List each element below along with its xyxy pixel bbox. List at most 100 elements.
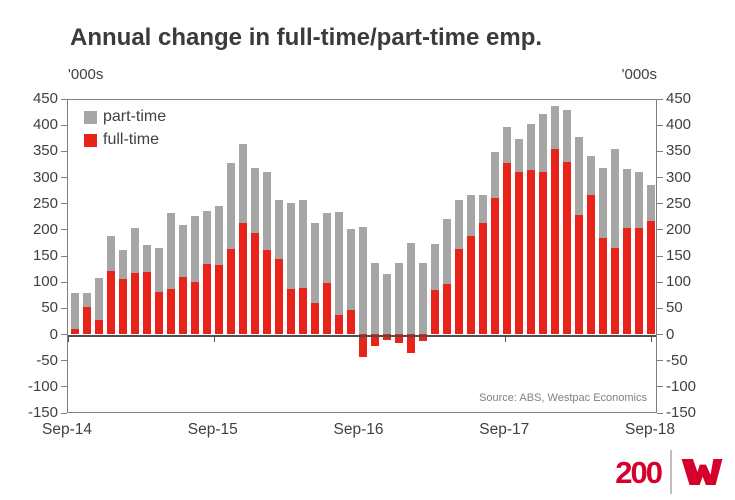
full-time-bar-segment xyxy=(623,228,631,334)
y-axis-label-left: 300 xyxy=(32,168,58,186)
y-axis-label-right: 100 xyxy=(666,273,692,291)
part-time-bar-segment xyxy=(467,194,475,236)
part-time-bar-segment xyxy=(563,110,571,163)
part-time-bar-segment xyxy=(491,152,499,198)
y-axis-label-left: 100 xyxy=(32,273,58,291)
x-axis-year-tick xyxy=(68,335,69,342)
full-time-bar-segment xyxy=(515,171,523,334)
part-time-bar-segment xyxy=(371,262,379,334)
full-time-bar-segment xyxy=(95,319,103,334)
part-time-bar-segment xyxy=(275,199,283,259)
full-time-bar-segment xyxy=(107,271,115,334)
full-time-bar-segment xyxy=(203,263,211,334)
y-axis-tick-left xyxy=(61,360,67,362)
part-time-bar-segment xyxy=(311,223,319,304)
full-time-bar-segment xyxy=(191,282,199,334)
full-time-bar-segment xyxy=(587,195,595,334)
part-time-bar-segment xyxy=(299,199,307,288)
full-time-bar-segment xyxy=(347,309,355,334)
full-time-bar-segment xyxy=(575,215,583,334)
full-time-bar-segment xyxy=(647,220,655,334)
y-axis-tick-right xyxy=(657,334,663,335)
part-time-bar-segment xyxy=(431,244,439,291)
y-axis-tick-right xyxy=(657,177,663,178)
y-axis-tick-right xyxy=(657,307,663,309)
y-axis-label-left: 0 xyxy=(49,325,58,343)
y-axis-label-left: -100 xyxy=(27,377,58,395)
y-axis-label-left: 150 xyxy=(32,247,58,264)
full-time-bar-segment xyxy=(527,169,535,334)
y-axis-tick-right xyxy=(657,150,663,152)
y-axis-label-left: 50 xyxy=(41,299,58,317)
part-time-bar-segment xyxy=(551,105,559,150)
y-axis-tick-left xyxy=(61,307,67,309)
westpac-w-icon xyxy=(681,458,723,486)
x-axis-label: Sep-17 xyxy=(479,421,530,438)
legend-label-part-time: part-time xyxy=(103,108,167,125)
full-time-bar-segment xyxy=(371,333,379,346)
y-axis-tick-right xyxy=(657,98,663,100)
y-axis-label-right: -100 xyxy=(666,377,697,395)
legend-label-full-time: full-time xyxy=(103,131,160,148)
y-axis-label-right: 0 xyxy=(666,325,675,343)
x-axis-label: Sep-18 xyxy=(625,421,675,438)
part-time-bar-segment xyxy=(407,242,415,334)
y-axis-tick-left xyxy=(61,150,67,152)
y-axis-tick-left xyxy=(61,412,67,414)
part-time-bar-segment xyxy=(623,169,631,229)
part-time-bar-segment xyxy=(287,203,295,289)
part-time-swatch-icon xyxy=(84,110,97,124)
part-time-bar-segment xyxy=(191,216,199,283)
part-time-bar-segment xyxy=(599,167,607,238)
part-time-bar-segment xyxy=(443,219,451,284)
full-time-bar-segment xyxy=(167,288,175,334)
zero-axis-line xyxy=(68,334,656,337)
y-axis-label-right: 200 xyxy=(666,220,692,238)
y-axis-tick-right xyxy=(657,412,663,414)
part-time-bar-segment xyxy=(155,248,163,293)
full-time-bar-segment xyxy=(275,258,283,334)
legend-item-part-time: part-time xyxy=(84,108,166,126)
part-time-bar-segment xyxy=(647,184,655,221)
y-axis-tick-left xyxy=(61,334,67,335)
y-axis-tick-left xyxy=(61,98,67,100)
part-time-bar-segment xyxy=(239,143,247,224)
y-axis-tick-right xyxy=(657,360,663,362)
y-axis-unit-right: '000s xyxy=(621,66,657,83)
full-time-bar-segment xyxy=(335,315,343,334)
part-time-bar-segment xyxy=(179,225,187,277)
y-axis-label-left: 400 xyxy=(32,116,58,134)
full-time-bar-segment xyxy=(83,307,91,334)
y-axis-tick-left xyxy=(61,203,67,205)
part-time-bar-segment xyxy=(359,226,367,334)
part-time-bar-segment xyxy=(335,212,343,316)
full-time-bar-segment xyxy=(311,303,319,334)
full-time-bar-segment xyxy=(155,292,163,334)
y-axis-label-right: -50 xyxy=(666,351,688,369)
full-time-bar-segment xyxy=(215,265,223,334)
full-time-bar-segment xyxy=(431,290,439,334)
part-time-bar-segment xyxy=(347,228,355,310)
part-time-bar-segment xyxy=(95,278,103,320)
part-time-bar-segment xyxy=(107,236,115,272)
part-time-bar-segment xyxy=(83,292,91,308)
full-time-bar-segment xyxy=(455,249,463,334)
legend-item-full-time: full-time xyxy=(84,131,166,149)
y-axis-tick-left xyxy=(61,229,67,231)
source-note: Source: ABS, Westpac Economics xyxy=(479,392,647,404)
x-axis-year-tick xyxy=(213,335,215,342)
full-time-bar-segment xyxy=(491,197,499,334)
y-axis-tick-right xyxy=(657,229,663,231)
part-time-bar-segment xyxy=(143,245,151,273)
logo-divider xyxy=(670,450,672,494)
westpac-logo: 200 xyxy=(615,450,723,494)
part-time-bar-segment xyxy=(635,171,643,229)
full-time-bar-segment xyxy=(251,233,259,334)
y-axis-label-right: 300 xyxy=(666,168,692,186)
y-axis-label-right: 50 xyxy=(666,299,683,317)
part-time-bar-segment xyxy=(203,211,211,264)
full-time-bar-segment xyxy=(323,283,331,334)
part-time-bar-segment xyxy=(479,194,487,223)
full-time-bar-segment xyxy=(443,283,451,334)
full-time-bar-segment xyxy=(539,172,547,334)
